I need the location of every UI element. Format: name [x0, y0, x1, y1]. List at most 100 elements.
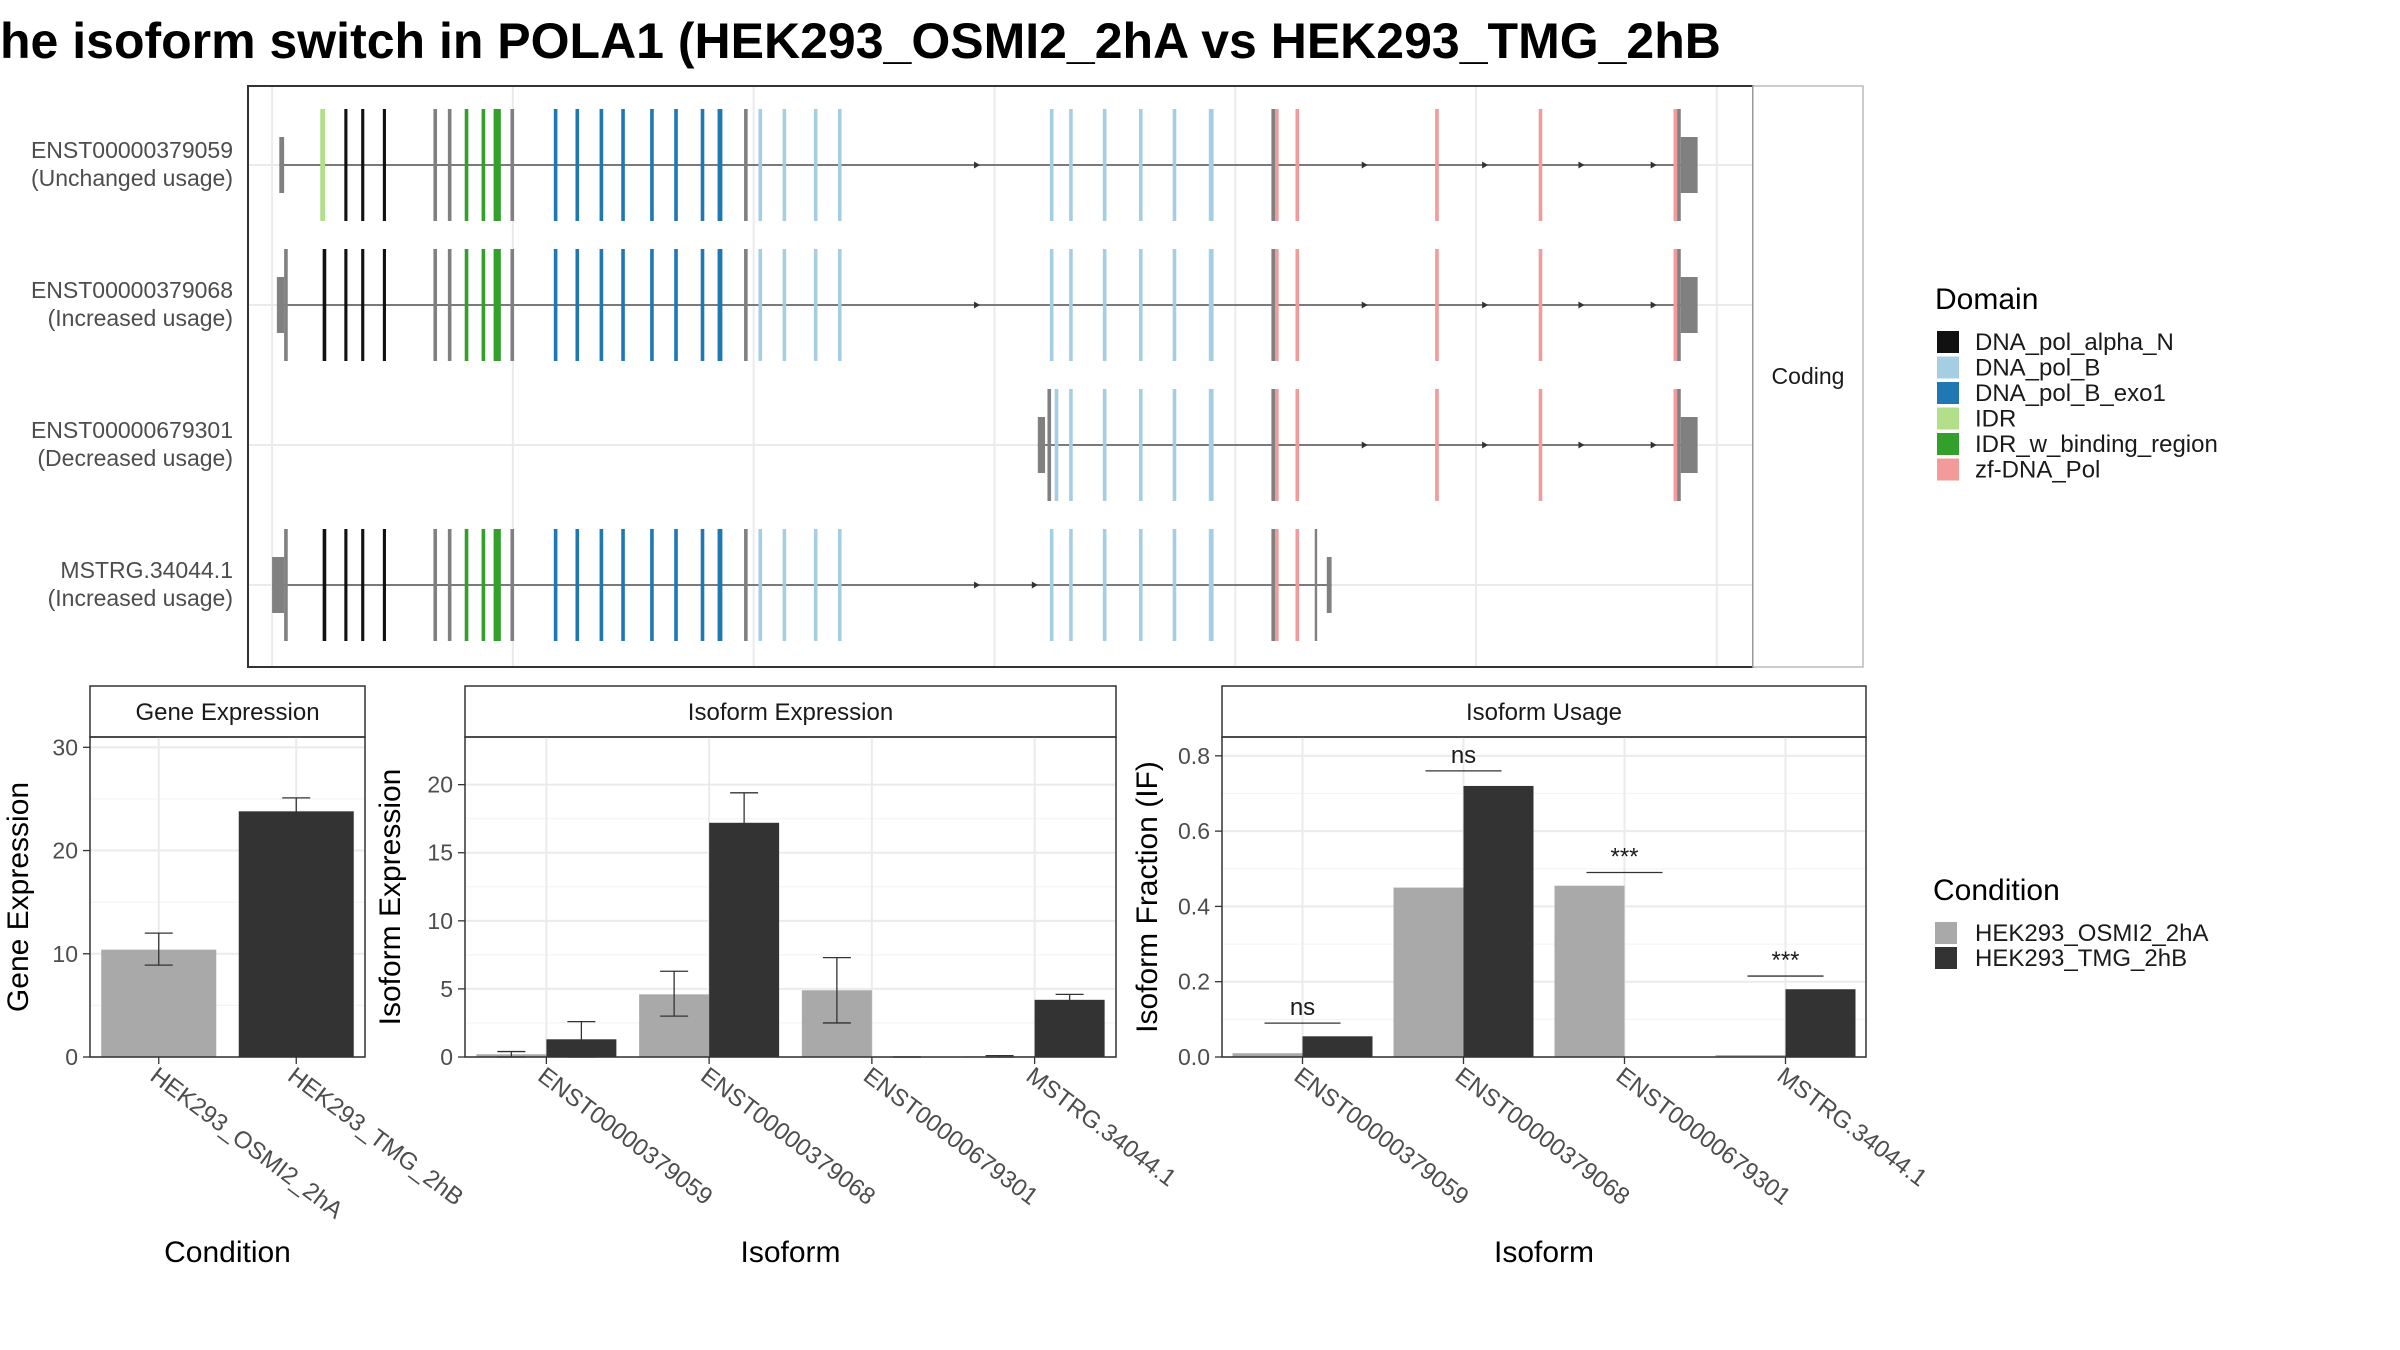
y-tick-label: 15 — [427, 840, 453, 866]
transcript-row: ENST00000679301(Decreased usage) — [31, 389, 1698, 501]
y-tick-label: 0.2 — [1178, 969, 1210, 995]
exon — [481, 529, 486, 641]
exon — [782, 249, 787, 361]
panel-strip — [464, 685, 1117, 738]
exon — [1047, 389, 1052, 501]
exon — [1102, 109, 1107, 221]
y-tick-label: 0.8 — [1178, 743, 1210, 769]
y-axis-title: Isoform Expression — [374, 769, 407, 1026]
domain-legend-swatch — [1937, 407, 1959, 430]
exon — [553, 529, 558, 641]
transcript-row: ENST00000379059(Unchanged usage) — [31, 109, 1698, 221]
panel-border — [89, 736, 366, 1058]
utr-exon — [1326, 557, 1332, 613]
exon — [382, 249, 386, 361]
bar — [1463, 785, 1534, 1057]
bar-panel: Gene Expression0102030HEK293_OSMI2_2hAHE… — [2, 685, 468, 1269]
exon — [284, 249, 288, 361]
exon — [553, 109, 558, 221]
transcript-usage-label: (Decreased usage) — [37, 445, 233, 471]
exon — [1138, 109, 1143, 221]
y-axis-title: Gene Expression — [2, 782, 35, 1012]
bar-panel: Isoform Usage ns ns *** *** 0.0 0.2 0.4 0.6 0.8 EN… — [1131, 685, 1932, 1269]
exon — [1069, 109, 1073, 221]
exon — [1673, 389, 1678, 501]
bar — [238, 811, 354, 1057]
exon — [674, 249, 678, 361]
exon — [1069, 249, 1073, 361]
y-tick-label: 30 — [52, 734, 78, 760]
exon — [813, 249, 818, 361]
transcript-id-label: ENST00000679301 — [31, 417, 233, 443]
domain-legend-label: DNA_pol_alpha_N — [1975, 329, 2174, 356]
exon — [599, 249, 604, 361]
y-tick-label: 20 — [427, 772, 453, 798]
exon — [1054, 389, 1059, 501]
exon — [1295, 529, 1300, 641]
exon — [510, 529, 515, 641]
exon — [1049, 109, 1054, 221]
bar — [709, 822, 780, 1057]
exon — [599, 529, 604, 641]
panel-border — [464, 736, 1117, 1058]
exon — [1275, 389, 1279, 501]
exon — [758, 529, 763, 641]
strand-arrow — [1578, 161, 1585, 169]
transcript-usage-label: (Increased usage) — [48, 585, 233, 611]
domain-legend-label: DNA_pol_B — [1975, 355, 2100, 382]
strand-arrow — [1650, 301, 1657, 309]
exon — [1172, 529, 1177, 641]
exon — [493, 109, 501, 221]
domain-legend-title: Domain — [1935, 283, 2038, 316]
exon — [1435, 249, 1439, 361]
exon — [1275, 249, 1279, 361]
exon — [599, 109, 604, 221]
y-tick-label: 0.6 — [1178, 818, 1210, 844]
significance-label: ns — [1451, 742, 1476, 769]
strand-arrow — [1650, 441, 1657, 449]
exon — [1295, 109, 1300, 221]
transcript-rows: ENST00000379059(Unchanged usage) ENST0000… — [31, 109, 1698, 641]
x-tick-label: ENST00000679301 — [858, 1062, 1043, 1210]
strand-arrow — [1031, 581, 1038, 589]
exon — [1677, 249, 1681, 361]
y-tick-label: 0 — [440, 1044, 453, 1070]
exon — [717, 249, 723, 361]
domain-legend-swatch — [1937, 356, 1959, 379]
exon — [621, 249, 625, 361]
exon — [1138, 529, 1143, 641]
exon — [1538, 389, 1543, 501]
exon — [1271, 389, 1276, 501]
exon — [1172, 109, 1177, 221]
significance-label: ns — [1290, 994, 1315, 1021]
exon — [481, 109, 486, 221]
y-axis-title: Isoform Fraction (IF) — [1131, 761, 1164, 1033]
exon — [361, 249, 365, 361]
transcript-id-label: MSTRG.34044.1 — [60, 557, 233, 583]
utr-exon — [1037, 417, 1046, 473]
exon — [1208, 389, 1214, 501]
bar — [1302, 1036, 1373, 1057]
exon — [464, 249, 469, 361]
exon — [361, 109, 365, 221]
x-tick-label: ENST00000679301 — [1611, 1062, 1796, 1210]
exon — [1677, 389, 1681, 501]
bar-chart-panels: Gene Expression0102030HEK293_OSMI2_2hAHE… — [2, 685, 1932, 1269]
condition-legend-swatch — [1935, 922, 1957, 944]
bar — [101, 949, 217, 1057]
domain-legend-items: DNA_pol_alpha_NDNA_pol_BDNA_pol_B_exo1ID… — [1937, 329, 2218, 484]
exon — [1673, 109, 1678, 221]
exon — [322, 529, 327, 641]
significance-label: *** — [1610, 844, 1638, 871]
exon — [813, 529, 818, 641]
exon — [1538, 249, 1543, 361]
domain-legend-swatch — [1937, 331, 1959, 353]
exon — [1271, 529, 1276, 641]
strand-arrow — [974, 301, 981, 309]
exon — [1102, 249, 1107, 361]
exon — [344, 249, 348, 361]
exon — [1208, 529, 1214, 641]
y-tick-label: 0.0 — [1178, 1044, 1210, 1070]
